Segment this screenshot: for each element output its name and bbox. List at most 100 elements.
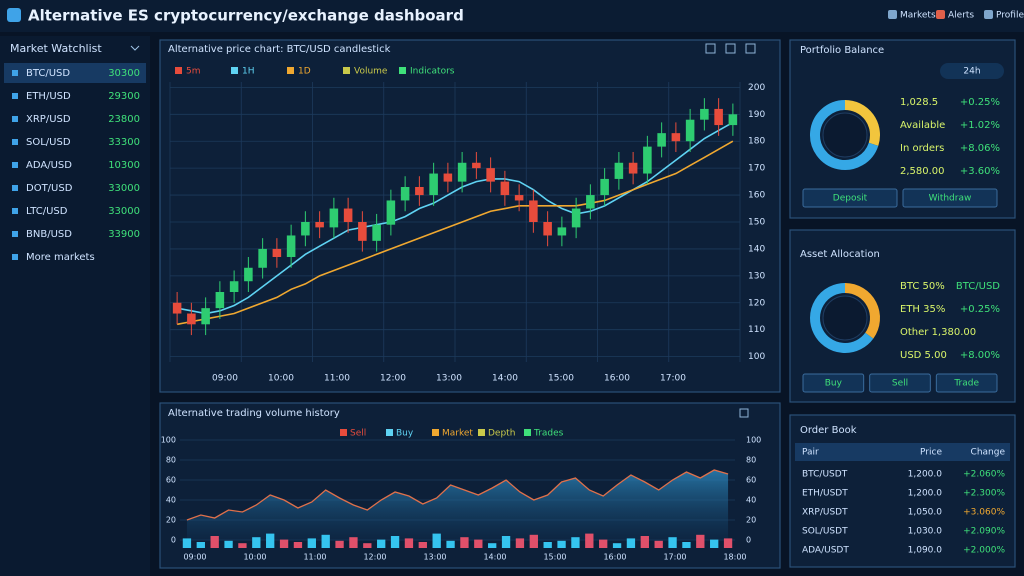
y-tick-label: 110 [748,325,765,335]
x-tick-label: 12:00 [380,374,406,384]
volume-bar [404,538,414,548]
market-value: 10300 [108,160,140,171]
volume-bar [640,536,649,548]
item-icon [12,139,18,145]
market-value: 33300 [108,137,140,148]
button-label: Sell [892,379,908,389]
volume-bar [321,534,330,548]
button[interactable] [802,188,898,208]
y-tick-label: 80 [746,456,756,465]
candle-body [172,302,182,314]
y-tick-label: 200 [748,83,765,93]
chevron[interactable] [130,45,140,51]
volume-bar [723,538,733,548]
market-name: LTC/USD [26,206,68,217]
volume-bar [432,533,441,548]
candle-body [671,133,681,142]
x-tick-label: 11:00 [324,374,350,384]
volume-bar [266,533,275,548]
volume-bar [626,538,636,548]
volume-area [186,470,729,540]
stat-label: 2,580.00 [900,166,945,177]
stat-value: +8.00% [960,350,1000,361]
x-tick-label: 13:00 [423,553,446,562]
legend-marker [524,429,531,436]
market-name: XRP/USD [26,114,71,125]
volume-bar [390,536,400,548]
legend-marker [399,67,406,74]
candle-body [714,108,723,126]
candle-body [472,162,481,169]
candle-body [543,222,552,236]
candle-body [343,208,353,222]
market-value: 23800 [108,114,140,125]
window-button[interactable] [705,43,716,54]
orders-panel [789,414,1016,568]
candle-body [643,146,652,174]
legend-marker [231,67,238,74]
item-icon [12,93,18,99]
candle-body [514,195,524,201]
window-button[interactable] [739,408,749,418]
sidebar [0,36,150,576]
volume-bar [418,542,427,548]
column-header: Price [920,448,942,458]
window-button[interactable] [745,43,756,54]
button[interactable] [802,373,865,393]
button[interactable] [902,188,998,208]
volume-bar [501,536,511,548]
candle-body [486,168,495,182]
menu-item: Alerts [948,11,974,21]
donut-segment [810,100,879,170]
volume-bar [224,540,233,548]
button[interactable] [935,373,998,393]
market-name: More markets [26,252,95,263]
y-tick-label: 100 [748,352,765,362]
item-icon [12,162,18,168]
menu-icon[interactable] [936,10,945,19]
candle-body [586,195,595,209]
table-cell: 1,090.0 [908,546,943,556]
table-cell: +2.090% [963,527,1005,537]
item-icon [12,208,18,214]
menu-icon[interactable] [984,10,993,19]
selected-row[interactable] [4,63,146,83]
y-tick-label: 160 [748,191,765,201]
stat-label: Other 1,380.00 [900,327,976,338]
stat-value: +8.06% [960,143,1000,154]
x-tick-label: 10:00 [268,374,294,384]
panel-title: Portfolio Balance [800,45,884,56]
legend-marker [175,67,182,74]
candle-body [229,281,239,292]
period-pill[interactable] [940,63,1004,79]
x-tick-label: 14:00 [483,553,506,562]
candle-body [415,187,424,196]
candle-body [557,227,567,236]
market-name: DOT/USD [26,183,73,194]
candle-body [286,235,296,257]
volume-bar [585,533,594,548]
button[interactable] [869,373,931,393]
candle-body [685,119,695,142]
stat-value: +0.25% [960,97,1000,108]
stat-value: BTC/USD [956,281,1000,292]
volume-bar [488,543,497,548]
menu-icon[interactable] [888,10,897,19]
item-icon [12,70,18,76]
panel-title: Alternative trading volume history [168,408,340,419]
x-tick-label: 09:00 [212,374,238,384]
x-tick-label: 16:00 [604,374,630,384]
candle-body [429,173,438,196]
candle-body [657,133,666,147]
market-value: 29300 [108,91,140,102]
candle-body [386,200,396,225]
window-button[interactable] [725,43,736,54]
candle-body [272,248,282,257]
legend-label: 1H [242,67,255,77]
market-value: 33000 [108,206,140,217]
candle-body [315,222,324,228]
market-name: SOL/USD [26,137,71,148]
market-name: ADA/USD [26,160,72,171]
y-tick-label: 40 [166,496,176,505]
candle-body [258,248,267,268]
